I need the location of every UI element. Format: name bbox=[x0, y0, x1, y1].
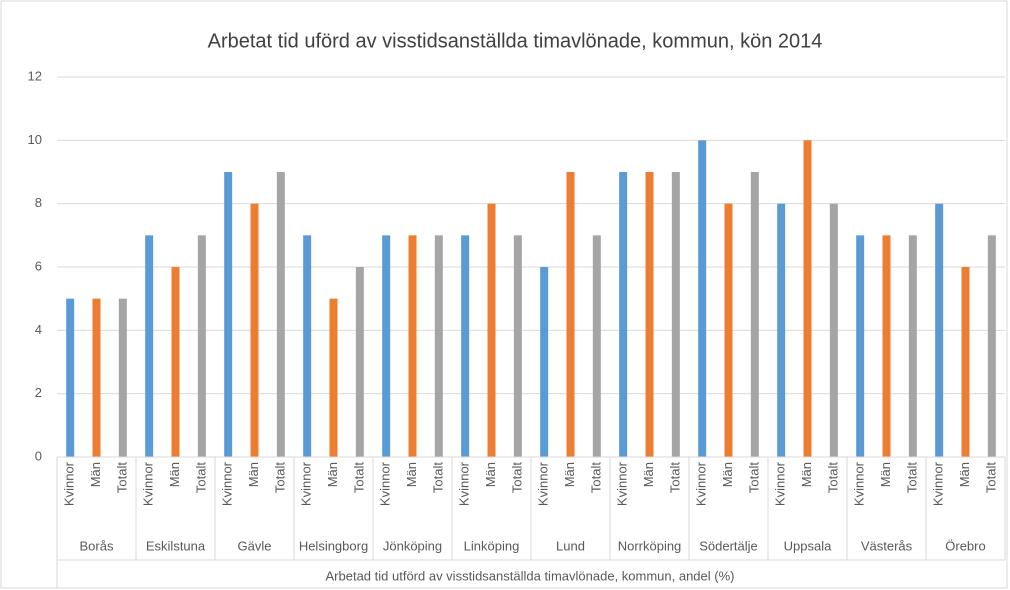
x-axis-title: Arbetad tid utförd av visstidsanställda … bbox=[326, 568, 735, 583]
x-subcategory-label: Totalt bbox=[351, 462, 366, 493]
bar bbox=[224, 172, 233, 457]
x-subcategory-label: Män bbox=[404, 462, 419, 487]
x-subcategory-label: Kvinnor bbox=[773, 461, 788, 506]
x-subcategory-label: Totalt bbox=[983, 462, 998, 493]
x-subcategory-label: Totalt bbox=[193, 462, 208, 493]
x-subcategory-label: Män bbox=[641, 462, 656, 487]
y-tick-label: 6 bbox=[35, 258, 42, 273]
bar bbox=[171, 267, 180, 457]
x-subcategory-label: Män bbox=[562, 462, 577, 487]
y-tick-label: 8 bbox=[35, 195, 42, 210]
x-category-label: Västerås bbox=[861, 538, 913, 553]
bar bbox=[935, 203, 944, 457]
bar bbox=[276, 172, 285, 457]
bar bbox=[592, 235, 601, 457]
x-category-label: Borås bbox=[80, 538, 114, 553]
bar bbox=[303, 235, 312, 457]
x-category-label: Linköping bbox=[464, 538, 520, 553]
y-tick-label: 4 bbox=[35, 322, 42, 337]
bar bbox=[250, 203, 259, 457]
bar bbox=[987, 235, 996, 457]
bar bbox=[671, 172, 680, 457]
y-tick-label: 0 bbox=[35, 448, 42, 463]
x-subcategory-label: Män bbox=[720, 462, 735, 487]
x-category-label: Uppsala bbox=[784, 538, 832, 553]
bar bbox=[461, 235, 470, 457]
x-category-label: Örebro bbox=[945, 538, 985, 553]
x-subcategory-label: Kvinnor bbox=[852, 461, 867, 506]
x-category-label: Jönköping bbox=[383, 538, 442, 553]
bar bbox=[645, 172, 654, 457]
x-subcategory-label: Totalt bbox=[667, 462, 682, 493]
bar bbox=[908, 235, 917, 457]
x-subcategory-label: Män bbox=[325, 462, 340, 487]
x-subcategory-label: Kvinnor bbox=[378, 461, 393, 506]
bar bbox=[619, 172, 628, 457]
bar bbox=[750, 172, 759, 457]
x-subcategory-label: Kvinnor bbox=[615, 461, 630, 506]
x-category-label: Lund bbox=[556, 538, 585, 553]
bar bbox=[434, 235, 443, 457]
chart-title: Arbetat tid uförd av visstidsanställda t… bbox=[208, 30, 823, 52]
x-subcategory-label: Totalt bbox=[825, 462, 840, 493]
x-subcategory-label: Män bbox=[88, 462, 103, 487]
bar bbox=[513, 235, 522, 457]
x-category-label: Gävle bbox=[238, 538, 272, 553]
x-subcategory-label: Totalt bbox=[904, 462, 919, 493]
x-subcategory-label: Kvinnor bbox=[299, 461, 314, 506]
bar bbox=[487, 203, 496, 457]
x-subcategory-label: Män bbox=[799, 462, 814, 487]
x-subcategory-label: Män bbox=[957, 462, 972, 487]
bar bbox=[856, 235, 865, 457]
x-subcategory-label: Kvinnor bbox=[694, 461, 709, 506]
x-subcategory-label: Män bbox=[167, 462, 182, 487]
bar bbox=[118, 298, 127, 457]
bar bbox=[92, 298, 101, 457]
x-subcategory-label: Kvinnor bbox=[141, 461, 156, 506]
bar bbox=[66, 298, 75, 457]
x-subcategory-label: Kvinnor bbox=[457, 461, 472, 506]
x-subcategory-label: Kvinnor bbox=[931, 461, 946, 506]
bar bbox=[408, 235, 417, 457]
bar bbox=[329, 298, 338, 457]
y-tick-label: 10 bbox=[28, 132, 42, 147]
y-tick-label: 2 bbox=[35, 385, 42, 400]
bar bbox=[961, 267, 970, 457]
x-subcategory-label: Män bbox=[483, 462, 498, 487]
x-subcategory-label: Totalt bbox=[114, 462, 129, 493]
bar bbox=[355, 267, 364, 457]
x-subcategory-label: Kvinnor bbox=[62, 461, 77, 506]
bar bbox=[803, 140, 812, 458]
x-subcategory-label: Totalt bbox=[588, 462, 603, 493]
bar bbox=[197, 235, 206, 457]
x-category-label: Södertälje bbox=[699, 538, 758, 553]
bar bbox=[829, 203, 838, 457]
bar bbox=[382, 235, 391, 457]
bar bbox=[777, 203, 786, 457]
x-subcategory-label: Totalt bbox=[430, 462, 445, 493]
bar bbox=[145, 235, 154, 457]
x-category-label: Eskilstuna bbox=[146, 538, 206, 553]
x-subcategory-label: Män bbox=[246, 462, 261, 487]
bar bbox=[540, 267, 549, 457]
bar bbox=[882, 235, 891, 457]
x-subcategory-label: Totalt bbox=[272, 462, 287, 493]
x-category-label: Helsingborg bbox=[299, 538, 368, 553]
y-tick-label: 12 bbox=[28, 68, 42, 83]
x-subcategory-label: Kvinnor bbox=[220, 461, 235, 506]
x-subcategory-label: Totalt bbox=[509, 462, 524, 493]
bar bbox=[698, 140, 707, 458]
bar bbox=[724, 203, 733, 457]
x-category-label: Norrköping bbox=[618, 538, 682, 553]
bar bbox=[566, 172, 575, 457]
x-subcategory-label: Kvinnor bbox=[536, 461, 551, 506]
x-subcategory-label: Totalt bbox=[746, 462, 761, 493]
x-subcategory-label: Män bbox=[878, 462, 893, 487]
